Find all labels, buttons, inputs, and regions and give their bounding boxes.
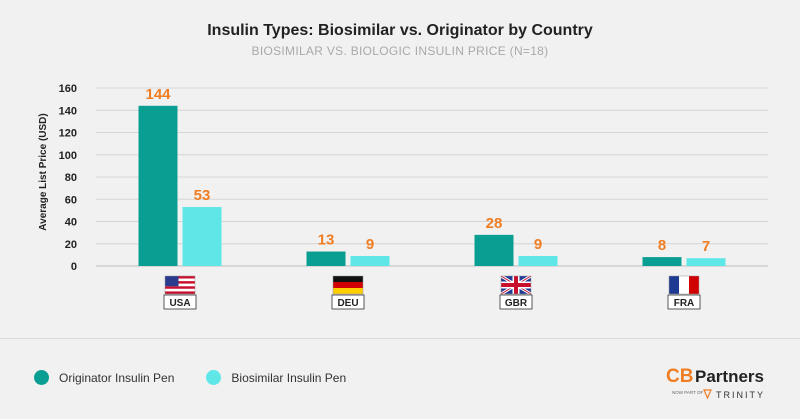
data-label: 28: [486, 215, 503, 232]
cbpartners-logo: CB Partners NOW PART OF TRINITY: [666, 366, 765, 400]
data-label: 53: [194, 187, 211, 204]
usa-flag-stripe: [165, 276, 195, 279]
data-label: 9: [366, 236, 374, 253]
usa-flag-stripe: [165, 291, 195, 294]
x-tick-box: [667, 294, 701, 310]
usa-flag-canton: [165, 276, 179, 287]
data-label: 7: [702, 238, 710, 255]
usa-flag-stripe: [165, 286, 195, 289]
bar-gbr-originator: [474, 234, 514, 266]
logo-trinity: TRINITY: [716, 390, 765, 400]
usa-flag-icon: [164, 275, 196, 295]
gbr-flag-cross-red: [501, 283, 531, 287]
deu-flag-band: [333, 282, 363, 288]
chart-title: Insulin Types: Biosimilar vs. Originator…: [207, 22, 593, 39]
data-label: 8: [658, 237, 666, 254]
x-tick-label: GBR: [505, 298, 528, 309]
fra-flag-band: [669, 276, 679, 294]
trinity-mark-icon: [703, 389, 712, 400]
y-axis-label: Average List Price (USD): [38, 113, 49, 230]
deu-flag-band: [333, 276, 363, 282]
legend-swatch-biosimilar: [206, 370, 222, 385]
legend-item-originator: Originator Insulin Pen: [34, 370, 174, 385]
bar-usa-biosimilar: [182, 207, 222, 266]
bar-deu-biosimilar: [350, 255, 390, 266]
logo-cb: CB: [666, 366, 693, 387]
usa-flag-stripe: [165, 281, 195, 284]
x-tick-box: [499, 294, 533, 310]
y-tick-label: 100: [59, 150, 77, 162]
fra-flag-band: [679, 276, 689, 294]
y-tick-label: 120: [59, 128, 77, 140]
y-tick-label: 80: [65, 172, 77, 184]
usa-flag-stripe: [165, 283, 195, 287]
y-tick-label: 40: [65, 217, 77, 229]
x-tick-label: USA: [169, 298, 190, 309]
logo-partners: Partners: [695, 367, 764, 386]
bar-fra-biosimilar: [686, 258, 726, 266]
y-tick-label: 140: [59, 105, 77, 117]
deu-flag-band: [333, 288, 363, 294]
logo-tagline: NOW PART OF: [672, 390, 704, 395]
x-tick-label: DEU: [337, 298, 358, 309]
bar-usa-originator: [138, 105, 178, 266]
y-tick-label: 60: [65, 194, 77, 206]
chart-legend: Originator Insulin Pen Biosimilar Insuli…: [34, 370, 378, 385]
fra-flag-band: [689, 276, 699, 294]
chart-subtitle: BIOSIMILAR VS. BIOLOGIC INSULIN PRICE (N…: [251, 44, 549, 58]
bar-chart: 0 20 40 60 80 100 120 140 160 Average List Price …: [38, 83, 768, 310]
x-tick-box: [163, 294, 197, 310]
y-tick-label: 0: [71, 261, 77, 273]
bar-deu-originator: [306, 251, 346, 266]
deu-flag-icon: [332, 275, 364, 295]
x-tick-box: [331, 294, 365, 310]
legend-item-biosimilar: Biosimilar Insulin Pen: [206, 370, 346, 385]
data-label: 13: [318, 232, 335, 249]
bar-gbr-biosimilar: [518, 255, 558, 266]
usa-flag-stripe: [165, 278, 195, 282]
y-tick-label: 160: [59, 83, 77, 95]
legend-label-biosimilar: Biosimilar Insulin Pen: [231, 370, 347, 385]
legend-swatch-originator: [34, 370, 49, 385]
fra-flag-icon: [668, 275, 700, 295]
bar-fra-originator: [642, 257, 682, 266]
gbr-flag-icon: [500, 275, 532, 295]
usa-flag-stripe: [165, 288, 195, 292]
x-tick-label: FRA: [674, 298, 695, 309]
data-label: 9: [534, 236, 542, 253]
y-tick-label: 20: [65, 239, 77, 251]
data-label: 144: [145, 86, 171, 103]
legend-divider: [0, 338, 800, 339]
legend-label-originator: Originator Insulin Pen: [59, 370, 175, 385]
